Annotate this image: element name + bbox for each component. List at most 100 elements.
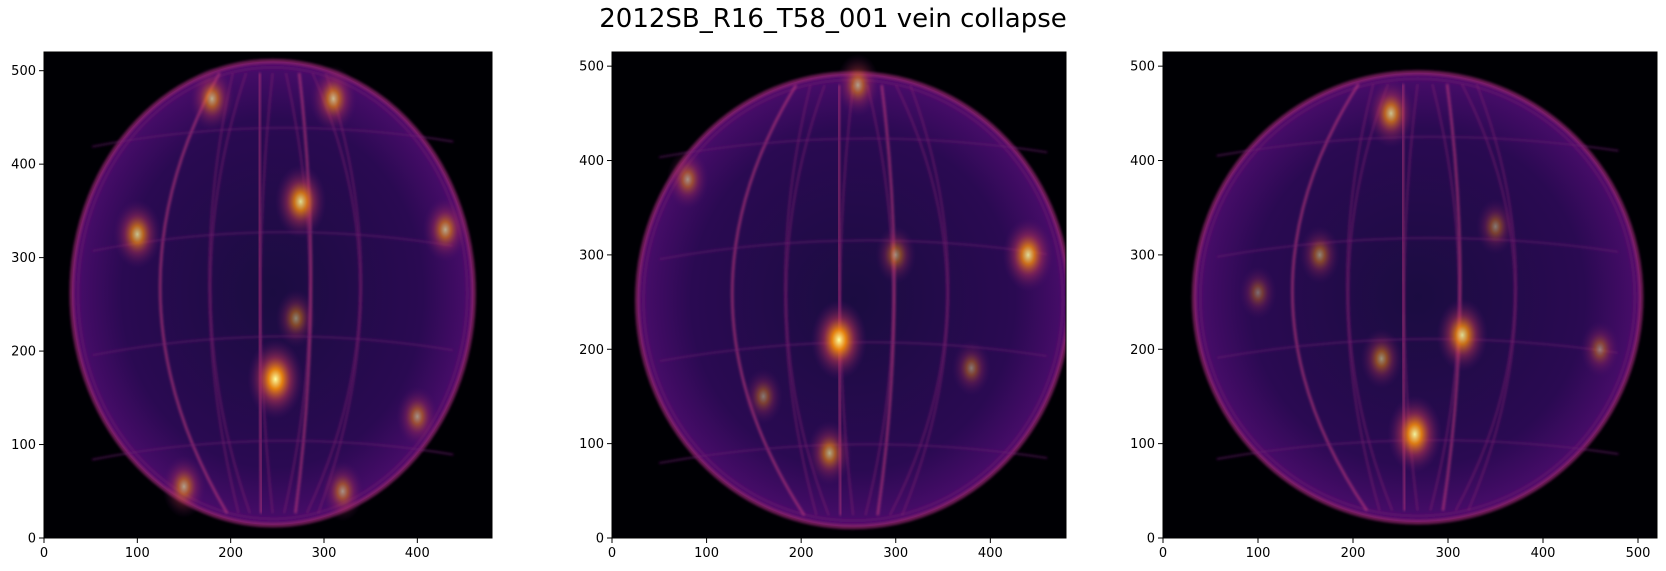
- x-tick-label: 300: [1436, 546, 1461, 561]
- heatmap-image: [635, 53, 1066, 530]
- scan-body: [637, 73, 1066, 527]
- y-tick-label: 200: [579, 343, 604, 358]
- y-tick-label: 100: [1130, 437, 1155, 452]
- axes-frame: [43, 51, 493, 539]
- axes-frame: [1162, 51, 1658, 539]
- bright-feature: [422, 197, 468, 262]
- bright-feature: [1580, 321, 1620, 378]
- bright-feature: [247, 339, 304, 420]
- x-tick-label: 0: [40, 546, 48, 561]
- y-tick-label: 200: [1130, 343, 1155, 358]
- bright-feature: [321, 461, 364, 522]
- bright-feature: [836, 53, 880, 117]
- bright-feature: [1475, 198, 1516, 255]
- bright-feature: [309, 65, 357, 133]
- x-tick-label: 200: [1341, 546, 1366, 561]
- heatmap-panel-1: 0 100 200 300 400 0 100 200 300 400 500: [11, 51, 493, 561]
- vein-line: [1346, 83, 1381, 511]
- x-tick-label: 300: [312, 546, 337, 561]
- x-tick-label: 0: [1159, 546, 1167, 561]
- heatmap-image: [1191, 70, 1644, 525]
- fold-line: [91, 127, 454, 148]
- fold-line: [658, 239, 1048, 260]
- y-tick-label: 400: [1130, 154, 1155, 169]
- bright-feature: [1002, 218, 1054, 292]
- x-tick-label: 0: [608, 546, 616, 561]
- y-tick-label: 400: [579, 154, 604, 169]
- y-tick-label: 300: [1130, 248, 1155, 263]
- bright-feature: [113, 199, 162, 269]
- bright-feature: [951, 340, 991, 397]
- y-tick-label: 500: [11, 64, 36, 79]
- figure-title: 2012SB_R16_T58_001 vein collapse: [599, 4, 1067, 34]
- x-tick-label: 100: [125, 546, 150, 561]
- scan-rim: [69, 58, 476, 528]
- vein-line: [208, 72, 240, 514]
- bright-feature: [875, 225, 917, 284]
- y-tick-label: 100: [11, 438, 36, 453]
- fold-line: [91, 439, 454, 461]
- x-tick-label: 400: [1531, 546, 1556, 561]
- fold-line: [658, 137, 1048, 159]
- x-tick-label: 100: [1246, 546, 1271, 561]
- heatmap-panel-2: 0 100 200 300 400 0 100 200 300 400 500: [579, 51, 1067, 561]
- vein-line: [1429, 83, 1460, 511]
- y-tick-label: 200: [11, 345, 36, 360]
- bright-feature: [1387, 395, 1442, 474]
- vein-line: [901, 84, 950, 516]
- x-tick-label: 200: [218, 546, 243, 561]
- vein-line: [209, 72, 251, 514]
- vein-line: [259, 72, 274, 514]
- bright-feature: [396, 386, 439, 447]
- bright-feature: [162, 455, 206, 518]
- x-tick-label: 500: [1626, 546, 1651, 561]
- bright-feature: [1299, 225, 1341, 284]
- bright-feature: [666, 149, 709, 210]
- x-tick-label: 100: [694, 546, 719, 561]
- y-tick-label: 0: [596, 532, 604, 547]
- bright-feature: [806, 420, 853, 486]
- x-tick-label: 400: [405, 546, 430, 561]
- vein-line: [158, 72, 229, 514]
- x-tick-label: 300: [883, 546, 908, 561]
- heatmap-image: [69, 58, 476, 528]
- y-tick-label: 300: [11, 251, 36, 266]
- scan-inner-rim: [1198, 77, 1637, 518]
- scan-body: [71, 61, 474, 525]
- y-tick-label: 300: [579, 248, 604, 263]
- scan-body: [1194, 72, 1641, 522]
- bright-feature: [743, 368, 783, 425]
- y-tick-label: 400: [11, 158, 36, 173]
- y-tick-label: 0: [28, 532, 36, 547]
- scan-inner-rim: [76, 65, 469, 521]
- fold-line: [1216, 338, 1619, 359]
- fold-line: [91, 335, 454, 357]
- bright-feature: [811, 299, 867, 380]
- bright-feature: [275, 289, 317, 348]
- y-tick-label: 500: [1130, 60, 1155, 75]
- bright-feature: [1360, 328, 1403, 389]
- y-tick-label: 0: [1147, 532, 1155, 547]
- vein-line: [876, 84, 896, 516]
- vein-line: [317, 72, 362, 514]
- bright-feature: [1239, 265, 1277, 320]
- bright-feature: [189, 66, 235, 132]
- x-tick-label: 200: [789, 546, 814, 561]
- bright-feature: [1436, 298, 1488, 372]
- vein-line: [306, 72, 361, 514]
- vein-line: [1467, 83, 1517, 512]
- vein-line: [784, 84, 818, 516]
- heatmap-panel-3: 0 100 200 300 400 500 0 100 200 300 400 500: [1130, 51, 1658, 561]
- vein-line: [1347, 83, 1394, 512]
- vein-line: [294, 72, 313, 514]
- vein-line: [889, 84, 948, 516]
- y-tick-label: 100: [579, 437, 604, 452]
- vein-line: [1441, 83, 1462, 511]
- fold-line: [1216, 136, 1619, 157]
- axes-frame: [611, 51, 1067, 539]
- vein-line: [1454, 83, 1516, 512]
- y-tick-label: 500: [579, 60, 604, 75]
- bright-feature: [1366, 78, 1416, 148]
- fold-line: [658, 443, 1048, 464]
